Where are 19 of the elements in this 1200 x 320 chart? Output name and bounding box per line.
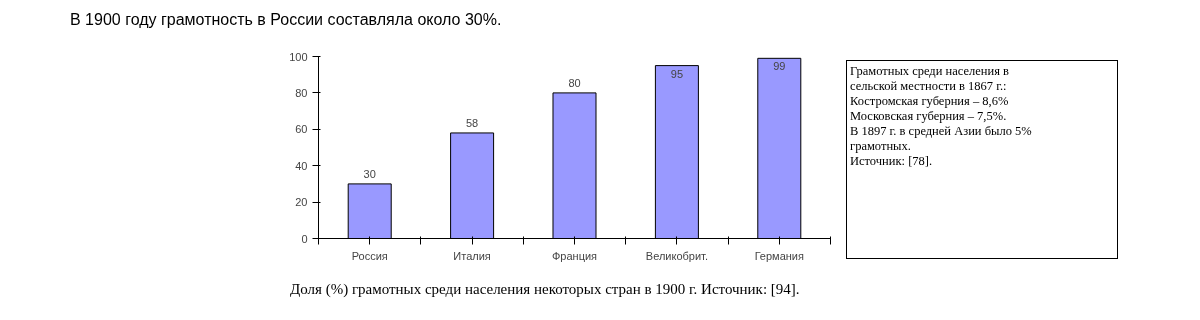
x-tick-label: Великобрит. (645, 249, 708, 262)
x-tick-label: Италия (453, 249, 491, 262)
x-tick-label: Франция (551, 249, 598, 262)
text: В 1900 году грамотность в России составляла около 30%. (70, 10, 502, 30)
data-label: 80 (568, 76, 581, 89)
text: Грамотных среди населения в сельской местности в 1867 г.: Костромская губерния – 8,6% Московская губерния – 7,5%. В 1897 г. в средней Азии было 5% грамотных. Источник: [78]. (850, 64, 1032, 169)
y-tick-label: 20 (295, 196, 308, 209)
data-label: 58 (465, 116, 479, 129)
y-tick-label: 40 (295, 159, 308, 172)
y-tick-label: 0 (301, 232, 308, 245)
data-label: 95 (670, 67, 684, 80)
x-tick-label: Германия (754, 249, 804, 262)
data-label: 99 (773, 60, 786, 73)
x-tick-label: Россия (351, 249, 388, 262)
y-tick-label: 100 (289, 50, 308, 63)
text: Доля (%) грамотных среди населения некоторых стран в 1900 г. Источник: [94]. (290, 280, 800, 299)
data-label: 30 (363, 167, 376, 180)
y-tick-label: 60 (295, 123, 308, 136)
y-tick-label: 80 (295, 86, 308, 99)
